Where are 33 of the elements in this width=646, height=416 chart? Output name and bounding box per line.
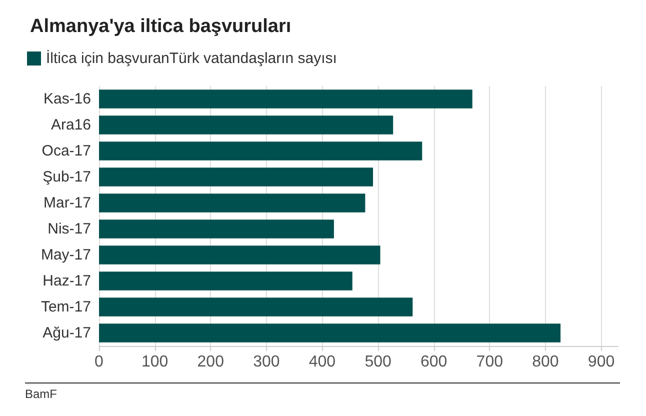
x-tick-label: 0	[94, 354, 104, 370]
bar	[99, 142, 422, 160]
bar	[99, 298, 413, 316]
x-tick-label: 800	[532, 354, 559, 370]
bar	[99, 272, 352, 290]
bar	[99, 168, 374, 186]
x-tick-label: 400	[308, 354, 336, 370]
bar	[99, 116, 394, 134]
y-tick-label: Kas-16	[43, 90, 91, 108]
x-tick-label: 300	[253, 354, 280, 370]
y-tick-label: Ara16	[50, 116, 91, 134]
y-tick-label: Haz-17	[42, 272, 91, 290]
y-tick-label: Tem-17	[40, 298, 91, 316]
y-tick-label: Ağu-17	[42, 324, 91, 342]
y-tick-label: May-17	[40, 246, 91, 264]
x-tick-label: 700	[476, 354, 504, 370]
x-tick-label: 100	[141, 354, 168, 370]
y-tick-label: Şub-17	[42, 168, 91, 186]
x-tick-label: 600	[420, 354, 448, 370]
legend-label: İltica için başvuranTürk vatandaşların sayısı	[46, 49, 337, 67]
x-tick-label: 500	[364, 354, 392, 370]
x-tick-label: 900	[588, 354, 615, 370]
y-tick-label: Oca-17	[42, 142, 91, 160]
bar	[99, 220, 334, 238]
bar	[99, 246, 380, 264]
text: BamF	[25, 387, 58, 401]
y-tick-label: Mar-17	[43, 194, 91, 212]
chart-title: Almanya'ya iltica başvuruları	[30, 16, 292, 37]
x-tick-label: 200	[197, 354, 224, 370]
bar	[99, 194, 366, 212]
bar	[99, 90, 472, 108]
y-tick-label: Nis-17	[48, 220, 91, 238]
bar	[99, 324, 561, 342]
